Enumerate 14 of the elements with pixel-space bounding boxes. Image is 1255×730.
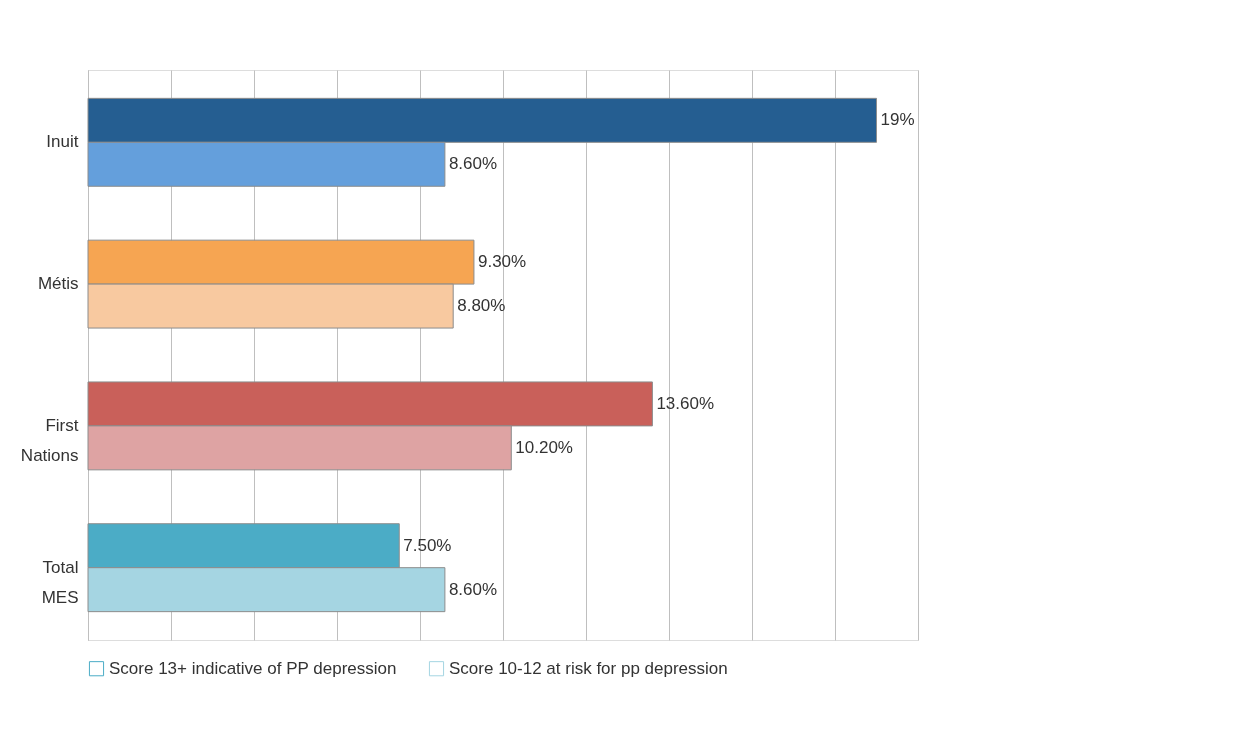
y-tick-label: First Nations bbox=[20, 415, 79, 465]
data-label: 8.80% bbox=[457, 296, 506, 316]
data-label: 8.60% bbox=[448, 154, 498, 174]
data-label: 13.60% bbox=[656, 393, 715, 413]
legend-label: Score 13+ indicative of PP depression bbox=[109, 658, 397, 678]
y-tick-label: Métis bbox=[37, 274, 79, 294]
data-label: 9.30% bbox=[477, 252, 527, 272]
data-label: 7.50% bbox=[403, 535, 452, 555]
y-tick-label: Inuit bbox=[46, 132, 79, 152]
data-label: 19% bbox=[880, 110, 915, 130]
data-label: 10.20% bbox=[515, 437, 573, 457]
y-tick-label: Total MES bbox=[41, 557, 79, 607]
legend-label: Score 10-12 at risk for pp depression bbox=[449, 658, 728, 678]
data-label: 8.60% bbox=[448, 579, 498, 599]
